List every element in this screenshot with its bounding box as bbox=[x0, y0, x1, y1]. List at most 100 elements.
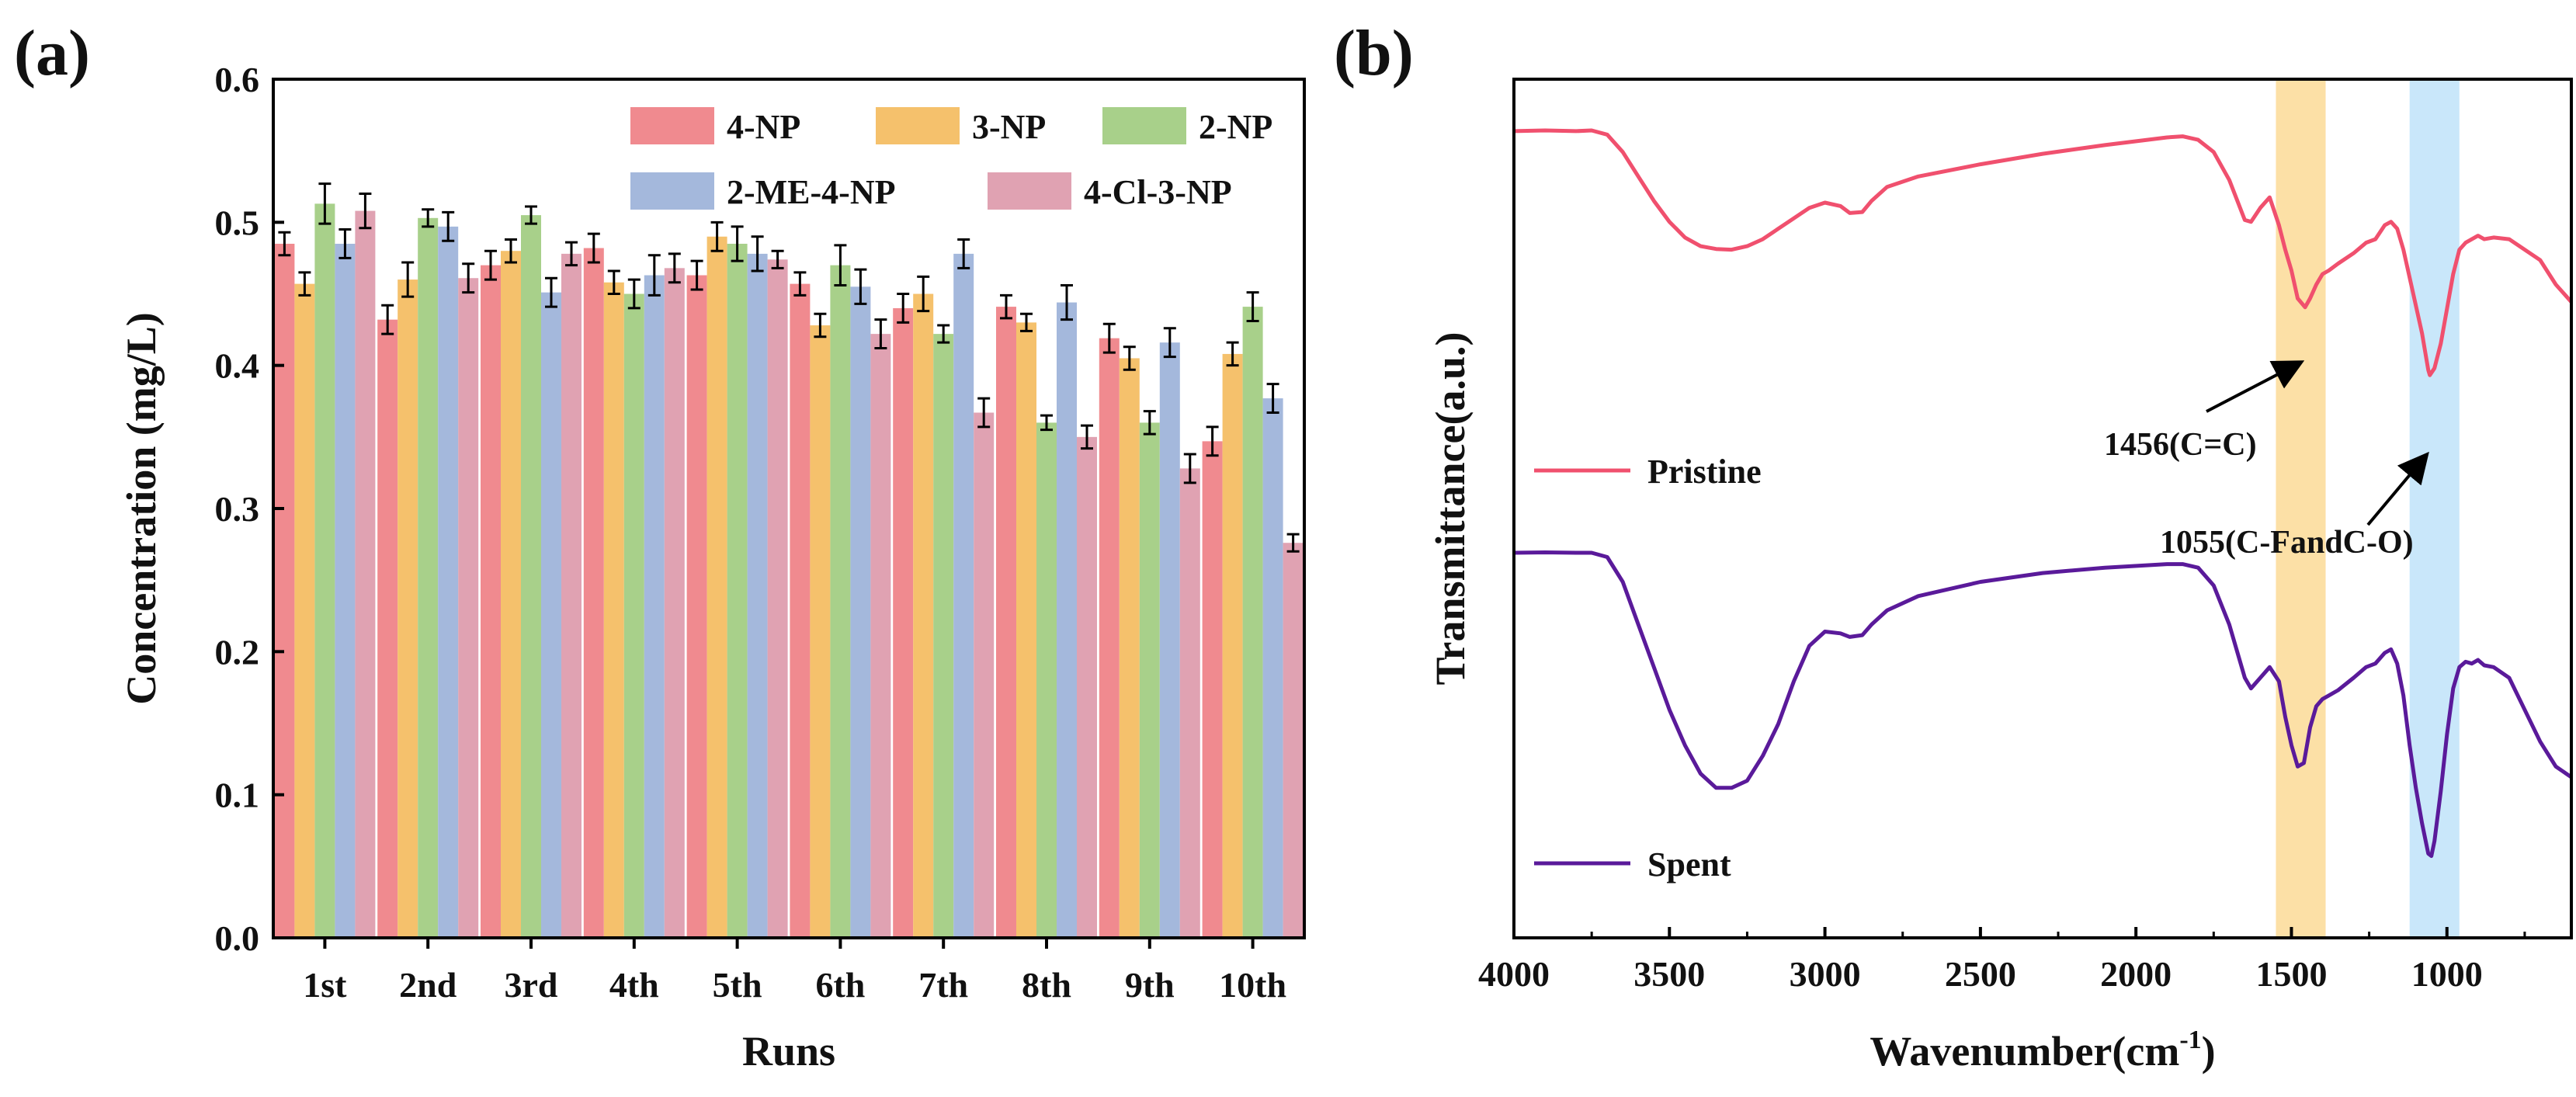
bar-4-NP-9th bbox=[1099, 338, 1120, 939]
bar-4-Cl-3-NP-4th bbox=[664, 268, 685, 938]
bar-2-NP-2nd bbox=[418, 217, 439, 938]
error-bar-4-NP-8th bbox=[1000, 293, 1012, 320]
error-bar-2-NP-3rd bbox=[525, 205, 537, 225]
y-tick-label-a-0.6: 0.6 bbox=[215, 60, 260, 99]
y-tick-label-a-0.2: 0.2 bbox=[215, 632, 260, 672]
error-bar-4-Cl-3-NP-2nd bbox=[462, 262, 475, 294]
bar-2-ME-4-NP-8th bbox=[1057, 302, 1077, 938]
error-bar-2-ME-4-NP-3rd bbox=[545, 276, 557, 308]
error-bar-4-Cl-3-NP-9th bbox=[1183, 453, 1196, 484]
x-axis-ticks-a: 1st 2nd 3rd 4th 5th 6th 7th 8th 9th 10th bbox=[303, 938, 1286, 1005]
bar-4-NP-7th bbox=[893, 307, 914, 938]
bar-2-NP-10th bbox=[1242, 307, 1263, 939]
error-bar-4-Cl-3-NP-8th bbox=[1081, 424, 1093, 450]
bar-2-ME-4-NP-2nd bbox=[438, 226, 459, 938]
error-bar-2-NP-8th bbox=[1040, 414, 1053, 432]
bar-2-ME-4-NP-10th bbox=[1262, 398, 1283, 938]
y-axis-title-b: Transmittance(a.u.) bbox=[1427, 332, 1474, 686]
legend-b: Pristine Spent bbox=[1534, 453, 1762, 884]
x-tick-label-a-10th: 10th bbox=[1219, 965, 1286, 1005]
x-tick-label-a-2nd: 2nd bbox=[399, 965, 457, 1005]
bar-4-Cl-3-NP-8th bbox=[1077, 436, 1097, 938]
x-axis-ticks-b: 4000 3500 3000 2500 2000 1500 1000 bbox=[1478, 927, 2526, 994]
error-bar-4-NP-9th bbox=[1102, 322, 1116, 354]
error-bar-2-NP-7th bbox=[937, 324, 950, 344]
error-bar-2-ME-4-NP-9th bbox=[1163, 327, 1176, 359]
error-bar-2-ME-4-NP-4th bbox=[647, 254, 661, 297]
error-bar-4-Cl-3-NP-4th bbox=[668, 252, 681, 284]
error-bar-4-Cl-3-NP-3rd bbox=[565, 241, 578, 267]
error-bar-2-ME-4-NP-5th bbox=[751, 235, 764, 273]
bar-2-ME-4-NP-6th bbox=[850, 286, 871, 938]
bar-4-NP-2nd bbox=[377, 319, 398, 938]
error-bar-4-NP-7th bbox=[897, 293, 910, 324]
legend-swatch-2-NP bbox=[1102, 107, 1186, 144]
legend-label-2-ME-4-NP: 2-ME-4-NP bbox=[727, 173, 896, 211]
bar-2-ME-4-NP-7th bbox=[953, 253, 974, 938]
error-bar-3-NP-10th bbox=[1226, 341, 1239, 367]
bar-2-NP-3rd bbox=[521, 215, 541, 938]
bar-2-ME-4-NP-1st bbox=[335, 243, 356, 938]
error-bar-3-NP-4th bbox=[607, 269, 620, 295]
legend-a: 4-NP 3-NP 2-NP 2-ME-4-NP 4-Cl-3-NP bbox=[630, 107, 1272, 211]
bar-4-Cl-3-NP-5th bbox=[767, 259, 788, 938]
error-bar-4-NP-5th bbox=[690, 259, 703, 291]
annotation-arrow-1055 bbox=[2366, 451, 2429, 526]
bar-4-NP-5th bbox=[686, 275, 707, 939]
legend-label-pristine: Pristine bbox=[1647, 453, 1762, 491]
panel-a-label: (a) bbox=[14, 17, 90, 89]
error-bar-2-NP-4th bbox=[627, 278, 641, 310]
spectrum-line-pristine bbox=[1513, 128, 2573, 377]
bar-3-NP-1st bbox=[294, 283, 315, 938]
x-tick-label-a-1st: 1st bbox=[303, 965, 347, 1005]
plot-frame-b bbox=[1512, 78, 2573, 939]
bar-2-NP-8th bbox=[1036, 422, 1057, 938]
bar-chart-panel-a: 0.0 0.1 0.2 0.3 0.4 0.5 0.6 1st 2nd 3rd 4th 5th 6th… bbox=[118, 60, 1306, 1074]
bar-2-ME-4-NP-4th bbox=[644, 275, 665, 939]
bar-4-Cl-3-NP-2nd bbox=[458, 278, 479, 938]
bar-4-Cl-3-NP-7th bbox=[974, 412, 995, 938]
y-axis-ticks-a: 0.0 0.1 0.2 0.3 0.4 0.5 0.6 bbox=[215, 60, 284, 958]
bar-3-NP-7th bbox=[913, 293, 934, 938]
x-tick-label-b-4000: 4000 bbox=[1478, 954, 1550, 994]
legend-label-spent: Spent bbox=[1647, 845, 1731, 884]
bar-2-NP-9th bbox=[1139, 422, 1160, 938]
bar-3-NP-3rd bbox=[501, 251, 521, 938]
error-bar-4-Cl-3-NP-5th bbox=[771, 249, 784, 269]
x-tick-label-a-8th: 8th bbox=[1022, 965, 1071, 1005]
bar-2-ME-4-NP-5th bbox=[747, 253, 768, 938]
error-bar-2-NP-2nd bbox=[422, 208, 435, 228]
y-tick-label-a-0.1: 0.1 bbox=[215, 776, 260, 815]
y-tick-label-a-0.3: 0.3 bbox=[215, 489, 260, 529]
bar-4-Cl-3-NP-1st bbox=[355, 210, 376, 938]
error-bar-group bbox=[278, 182, 1300, 553]
error-bar-3-NP-6th bbox=[814, 312, 827, 338]
y-axis-title-a: Concentration (mg/L) bbox=[118, 312, 165, 704]
legend-swatch-4-Cl-3-NP bbox=[988, 172, 1071, 210]
bar-3-NP-2nd bbox=[398, 279, 418, 939]
x-axis-title-b-close: ) bbox=[2202, 1028, 2216, 1074]
legend-label-3-NP: 3-NP bbox=[972, 108, 1046, 146]
bar-2-ME-4-NP-3rd bbox=[541, 292, 561, 938]
error-bar-2-NP-10th bbox=[1246, 291, 1259, 323]
error-bar-2-NP-5th bbox=[731, 225, 744, 262]
error-bar-4-NP-2nd bbox=[381, 304, 394, 335]
bar-4-NP-4th bbox=[583, 248, 604, 939]
spectrum-line-spent bbox=[1513, 550, 2573, 859]
bar-4-NP-3rd bbox=[481, 265, 501, 939]
legend-swatch-4-NP bbox=[630, 107, 714, 144]
x-tick-label-a-5th: 5th bbox=[713, 965, 762, 1005]
x-tick-label-a-3rd: 3rd bbox=[505, 965, 558, 1005]
x-axis-title-a: Runs bbox=[742, 1028, 835, 1074]
legend-label-2-NP: 2-NP bbox=[1199, 108, 1272, 146]
bar-3-NP-6th bbox=[810, 325, 831, 938]
bar-4-Cl-3-NP-3rd bbox=[561, 253, 582, 938]
error-bar-4-NP-10th bbox=[1206, 425, 1219, 457]
x-tick-label-a-4th: 4th bbox=[609, 965, 659, 1005]
x-tick-label-b-2000: 2000 bbox=[2100, 954, 2172, 994]
error-bar-2-ME-4-NP-1st bbox=[338, 228, 352, 259]
legend-label-4-NP: 4-NP bbox=[727, 108, 800, 146]
error-bar-2-NP-1st bbox=[318, 182, 332, 225]
bar-4-NP-1st bbox=[274, 243, 295, 938]
